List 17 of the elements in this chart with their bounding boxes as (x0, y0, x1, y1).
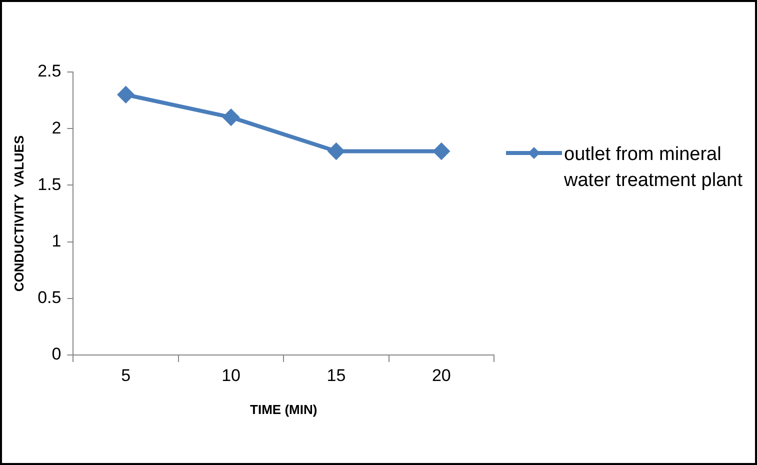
point (223, 109, 240, 126)
y-tick-label: 2.5 (38, 62, 62, 81)
y-tick-label: 0 (52, 344, 62, 364)
x-tick-label: 15 (326, 366, 346, 385)
x-axis-title: TIME (MIN) (250, 402, 318, 417)
y-tick-label: 2 (52, 118, 62, 138)
point (433, 143, 450, 160)
y-axis-title: CONDUCTIVITY VALUES (11, 135, 26, 292)
y-tick-label: 0.5 (38, 288, 62, 308)
point (328, 143, 344, 160)
y-tick-label: 1.5 (38, 174, 62, 194)
x-tick-label: 10 (222, 366, 240, 385)
y-tick-label: 1 (52, 231, 62, 250)
x-tick-label: 20 (432, 366, 451, 385)
point (118, 86, 134, 103)
x-tick-label: 5 (121, 366, 131, 385)
legend-label: outlet from mineral water treatment plant (564, 142, 744, 192)
